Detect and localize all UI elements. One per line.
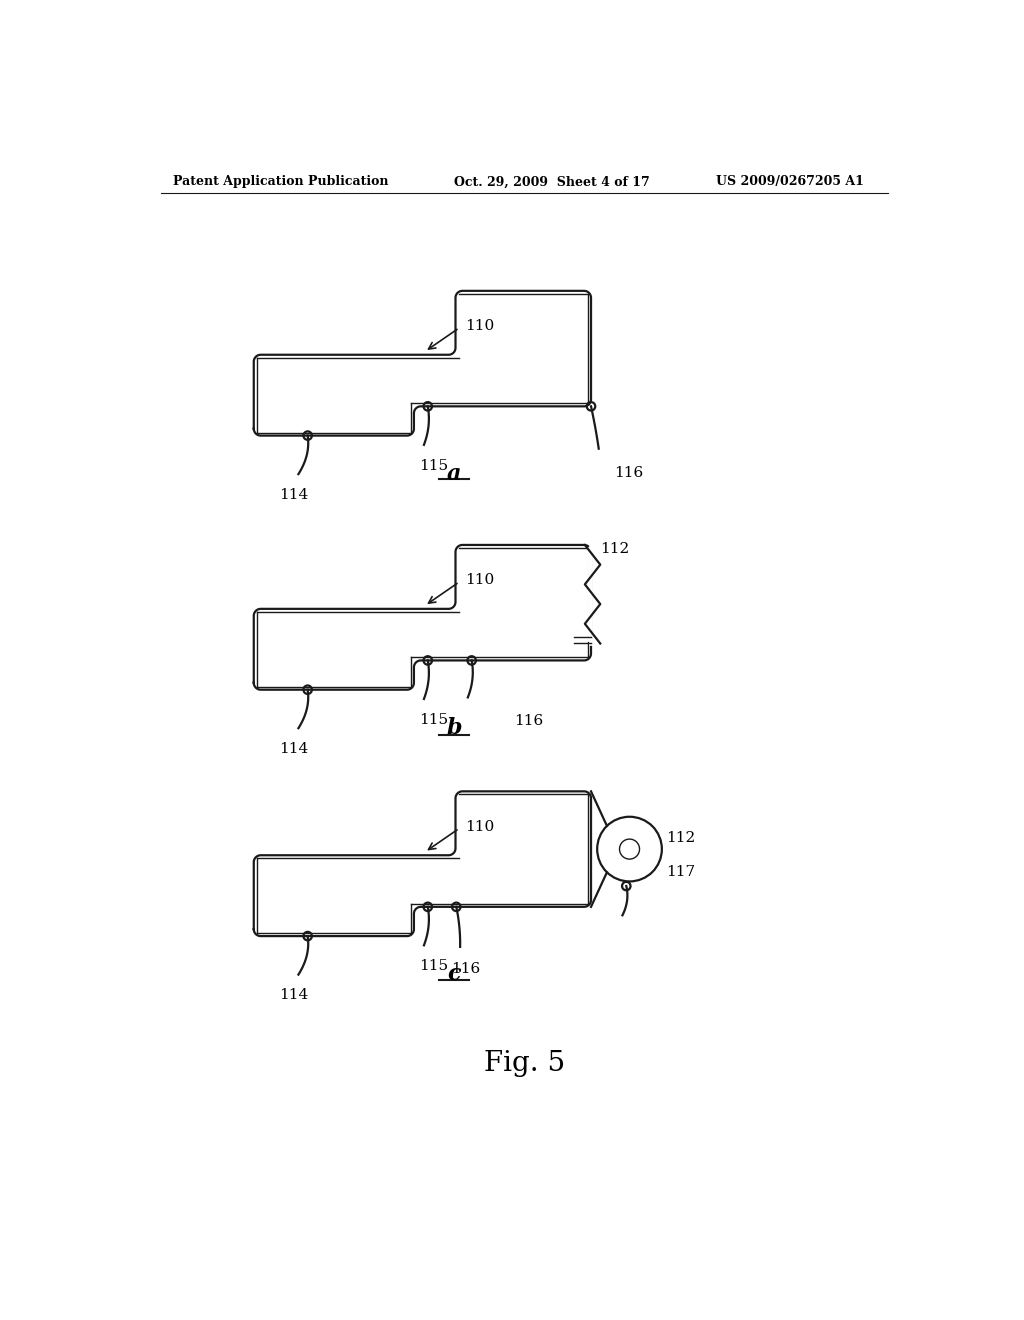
Text: 114: 114: [280, 742, 308, 756]
Text: US 2009/0267205 A1: US 2009/0267205 A1: [716, 176, 863, 189]
Text: 114: 114: [280, 488, 308, 502]
Text: 116: 116: [451, 962, 480, 977]
Text: 114: 114: [280, 989, 308, 1002]
Text: 116: 116: [614, 466, 643, 480]
Text: 110: 110: [465, 573, 494, 587]
Text: 112: 112: [666, 830, 695, 845]
Text: 117: 117: [666, 865, 695, 879]
Text: Patent Application Publication: Patent Application Publication: [173, 176, 388, 189]
Text: b: b: [446, 717, 462, 739]
Text: Fig. 5: Fig. 5: [484, 1049, 565, 1077]
Text: c: c: [447, 964, 461, 985]
Text: Oct. 29, 2009  Sheet 4 of 17: Oct. 29, 2009 Sheet 4 of 17: [454, 176, 649, 189]
Text: 115: 115: [420, 459, 449, 473]
Text: a: a: [446, 462, 461, 484]
Text: 110: 110: [465, 820, 494, 834]
Text: 112: 112: [600, 541, 630, 556]
Text: 115: 115: [420, 960, 449, 973]
Text: 115: 115: [420, 713, 449, 727]
Text: 116: 116: [514, 714, 544, 729]
Text: 110: 110: [465, 319, 494, 333]
